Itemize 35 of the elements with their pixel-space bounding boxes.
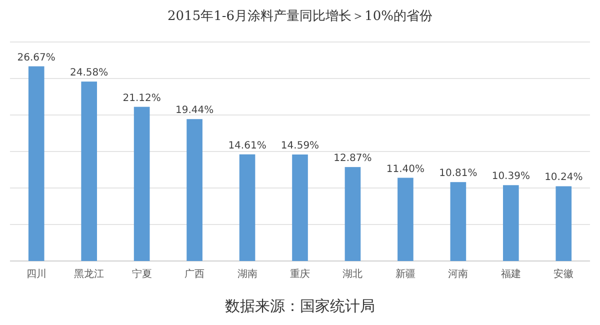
- bar: [81, 82, 97, 261]
- data-label: 26.67%: [17, 52, 56, 64]
- x-tick-label: 湖北: [342, 268, 363, 280]
- data-label: 21.12%: [122, 92, 161, 104]
- x-tick-label: 黑龙江: [74, 268, 104, 280]
- x-tick-label: 湖南: [237, 268, 258, 280]
- bar: [28, 66, 44, 261]
- bar: [556, 186, 572, 261]
- source-note: 数据来源：国家统计局: [225, 297, 375, 315]
- x-tick-label: 宁夏: [132, 268, 152, 280]
- data-label: 19.44%: [175, 105, 214, 116]
- bar: [450, 182, 466, 261]
- bar: [134, 106, 150, 261]
- x-tick-label: 安徽: [554, 268, 574, 280]
- x-tick-label: 新疆: [395, 268, 416, 280]
- chart-title: 2015年1-6月涂料产量同比增长＞10%的省份: [168, 9, 432, 24]
- x-tick-label: 河南: [448, 268, 468, 280]
- bar: [239, 154, 256, 261]
- data-label: 12.87%: [334, 153, 372, 164]
- data-label: 24.58%: [70, 68, 108, 79]
- x-tick-label: 重庆: [290, 268, 310, 280]
- bar: [503, 185, 519, 261]
- data-label: 11.40%: [386, 164, 425, 175]
- data-label: 10.81%: [439, 168, 478, 180]
- x-tick-label: 四川: [26, 268, 46, 280]
- bar: [344, 167, 361, 261]
- data-label: 10.24%: [544, 172, 583, 184]
- bar: [186, 119, 202, 261]
- x-tick-label: 广西: [184, 268, 205, 280]
- data-label: 14.61%: [228, 140, 266, 152]
- x-tick-label: 福建: [500, 268, 521, 280]
- bar: [292, 154, 308, 261]
- bar: [398, 178, 414, 261]
- data-label: 10.39%: [492, 171, 530, 182]
- data-label: 14.59%: [280, 140, 320, 152]
